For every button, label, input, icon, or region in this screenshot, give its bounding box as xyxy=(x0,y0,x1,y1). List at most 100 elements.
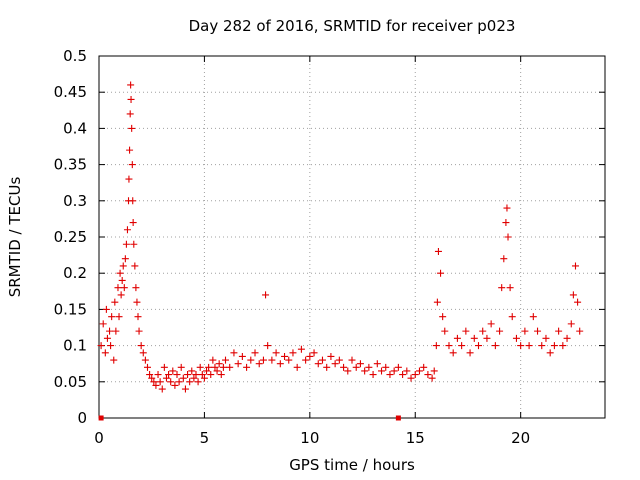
data-point xyxy=(196,363,204,371)
data-point xyxy=(213,367,221,375)
data-point xyxy=(205,363,213,371)
zero-marker xyxy=(395,415,401,421)
data-point xyxy=(289,349,297,357)
y-tick-label: 0.45 xyxy=(54,83,87,101)
y-tick-label: 0.4 xyxy=(63,119,87,137)
data-point xyxy=(502,219,510,227)
x-tick-labels: 0 5 10 15 20 xyxy=(94,429,530,447)
data-point xyxy=(209,356,217,364)
data-point xyxy=(491,342,499,350)
y-tick-label: 0.05 xyxy=(54,373,87,391)
data-point xyxy=(285,356,293,364)
data-point xyxy=(247,356,255,364)
x-tick-label: 0 xyxy=(94,429,104,447)
data-point xyxy=(243,363,251,371)
data-point xyxy=(394,363,402,371)
data-point xyxy=(171,381,179,389)
data-point xyxy=(276,360,284,368)
data-point xyxy=(115,313,123,321)
y-tick-label: 0.25 xyxy=(54,228,87,246)
data-point xyxy=(318,356,326,364)
data-point xyxy=(331,360,339,368)
data-point xyxy=(200,374,208,382)
data-point xyxy=(538,342,546,350)
data-point xyxy=(571,262,579,270)
y-tick-label: 0.5 xyxy=(63,47,87,65)
data-point xyxy=(226,363,234,371)
x-tick-label: 10 xyxy=(300,429,319,447)
data-point xyxy=(251,349,259,357)
y-tick-label: 0.1 xyxy=(63,337,87,355)
data-point xyxy=(466,349,474,357)
data-point xyxy=(382,363,390,371)
data-point xyxy=(143,363,151,371)
data-point xyxy=(415,367,423,375)
data-point xyxy=(445,342,453,350)
data-point xyxy=(97,342,105,350)
series-zero-flag xyxy=(98,415,401,421)
data-point xyxy=(496,327,504,335)
data-point xyxy=(512,334,520,342)
data-point xyxy=(158,385,166,393)
grid-lines xyxy=(99,56,605,418)
data-point xyxy=(483,334,491,342)
series-srmtid xyxy=(97,81,584,393)
data-point xyxy=(335,356,343,364)
data-point xyxy=(194,378,202,386)
data-point xyxy=(517,342,525,350)
data-point xyxy=(207,371,215,379)
x-tick-label: 15 xyxy=(406,429,425,447)
data-point xyxy=(112,327,120,335)
data-point xyxy=(190,374,198,382)
data-point xyxy=(462,327,470,335)
data-point xyxy=(504,233,512,241)
data-point xyxy=(272,349,280,357)
data-point xyxy=(107,342,115,350)
data-point xyxy=(103,334,111,342)
data-point xyxy=(181,385,189,393)
x-axis-label: GPS time / hours xyxy=(289,456,415,474)
data-point xyxy=(407,374,415,382)
data-point xyxy=(327,352,335,360)
data-point xyxy=(106,327,114,335)
data-point xyxy=(230,349,238,357)
data-point xyxy=(167,378,175,386)
data-point xyxy=(128,161,136,169)
data-point xyxy=(281,352,289,360)
data-point xyxy=(503,204,511,212)
data-point xyxy=(576,327,584,335)
x-tick-label: 5 xyxy=(200,429,210,447)
y-tick-label: 0.2 xyxy=(63,264,87,282)
data-point xyxy=(302,356,310,364)
data-point xyxy=(165,371,173,379)
data-point xyxy=(173,371,181,379)
data-point xyxy=(134,313,142,321)
data-point xyxy=(186,378,194,386)
data-point xyxy=(127,95,135,103)
data-point xyxy=(555,327,563,335)
data-point xyxy=(386,371,394,379)
data-point xyxy=(264,342,272,350)
y-tick-label: 0.15 xyxy=(54,300,87,318)
data-point xyxy=(546,349,554,357)
data-point xyxy=(441,327,449,335)
data-point xyxy=(428,374,436,382)
data-point xyxy=(141,356,149,364)
data-point xyxy=(123,226,131,234)
data-point xyxy=(369,371,377,379)
data-point xyxy=(434,247,442,255)
data-point xyxy=(162,374,170,382)
data-point xyxy=(118,276,126,284)
data-point xyxy=(160,363,168,371)
data-point xyxy=(188,367,196,375)
data-point xyxy=(563,334,571,342)
data-point xyxy=(420,363,428,371)
data-point xyxy=(108,313,116,321)
data-point xyxy=(529,313,537,321)
data-point xyxy=(122,240,130,248)
data-point xyxy=(356,360,364,368)
y-tick-label: 0.3 xyxy=(63,192,87,210)
data-point xyxy=(439,313,447,321)
data-point xyxy=(116,269,124,277)
data-point xyxy=(222,356,229,364)
